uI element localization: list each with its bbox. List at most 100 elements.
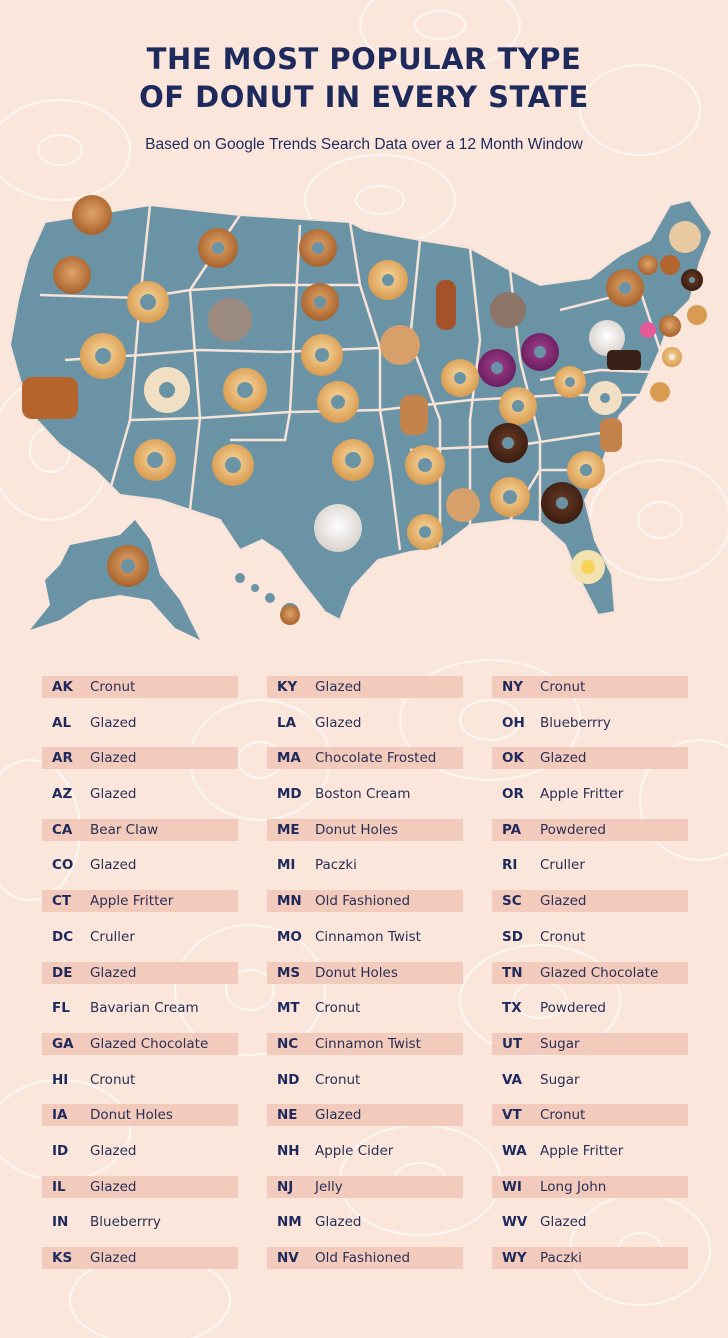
donut-type: Glazed	[540, 750, 587, 767]
state-code: AL	[52, 714, 72, 731]
donut-type: Glazed	[540, 1214, 587, 1231]
donut-type: Boston Cream	[315, 786, 411, 803]
legend-row-wa: WA Apple Fritter	[492, 1140, 688, 1162]
donut-type: Long John	[540, 1178, 607, 1195]
donut-ky-glazed	[499, 387, 537, 425]
legend-row-mo: MO Cinnamon Twist	[267, 926, 463, 948]
state-code: MI	[277, 857, 296, 874]
state-code: CT	[52, 893, 72, 910]
state-code: OR	[502, 786, 524, 803]
donut-type: Jelly	[315, 1178, 343, 1195]
state-code: SD	[502, 928, 523, 945]
donut-type: Cronut	[90, 679, 136, 695]
state-code: IL	[52, 1178, 66, 1195]
legend-row-co: CO Glazed	[42, 854, 238, 876]
donut-type: Powdered	[540, 821, 606, 838]
donut-mo-cinnamon-twist	[400, 395, 428, 435]
donut-type: Apple Fritter	[540, 786, 624, 803]
donut-in-blueberry	[478, 349, 516, 387]
legend-row-mt: MT Cronut	[267, 997, 463, 1019]
legend-row-nh: NH Apple Cider	[267, 1140, 463, 1162]
donut-id-glazed	[127, 281, 169, 323]
donut-type: Glazed	[90, 750, 137, 767]
donut-ks-glazed	[317, 381, 359, 423]
donut-ma-chocolate-frosted	[681, 269, 703, 291]
legend-row-id: ID Glazed	[42, 1140, 238, 1162]
donut-ak-cronut	[107, 545, 149, 587]
donut-fl-bavarian-cream	[571, 550, 605, 584]
legend-row-wi: WI Long John	[492, 1175, 688, 1198]
legend-row-nc: NC Cinnamon Twist	[267, 1032, 463, 1055]
legend-row-wv: WV Glazed	[492, 1211, 688, 1233]
donut-type: Cruller	[90, 928, 135, 945]
state-code: VA	[502, 1071, 522, 1088]
state-code: NM	[277, 1214, 302, 1231]
donut-type: Glazed	[90, 786, 137, 803]
state-code: OH	[502, 714, 525, 731]
donut-type: Cronut	[315, 1000, 361, 1017]
legend-row-ky: KY Glazed	[267, 676, 463, 698]
state-code: RI	[502, 857, 518, 874]
donut-type: Glazed	[90, 1178, 137, 1195]
donut-images	[22, 195, 707, 625]
donut-al-glazed	[490, 477, 530, 517]
donut-md-boston-cream	[607, 350, 641, 370]
subtitle: Based on Google Trends Search Data over …	[145, 136, 583, 153]
title-line-2: OF DONUT IN EVERY STATE	[139, 80, 589, 114]
legend-row-al: AL Glazed	[42, 712, 238, 734]
donut-tx-powdered	[314, 504, 362, 552]
donut-co-glazed	[223, 368, 267, 412]
state-code: UT	[502, 1035, 523, 1052]
state-code: MS	[277, 964, 301, 981]
donut-ct-apple-fritter	[659, 315, 681, 337]
state-code: TN	[502, 964, 523, 981]
donut-il-glazed	[441, 359, 479, 397]
donut-la-glazed	[407, 514, 443, 550]
donut-nv-old-fashioned	[80, 333, 126, 379]
legend-row-fl: FL Bavarian Cream	[42, 997, 238, 1019]
donut-nd-cronut	[299, 229, 337, 267]
donut-ok-glazed	[332, 439, 374, 481]
state-code: DE	[52, 964, 73, 981]
donut-type: Donut Holes	[90, 1107, 173, 1124]
donut-az-glazed	[134, 439, 176, 481]
donut-nm-glazed	[212, 444, 254, 486]
state-code: NH	[277, 1142, 300, 1159]
state-code: WA	[502, 1142, 527, 1159]
legend-row-de: DE Glazed	[42, 961, 238, 984]
donut-type: Glazed	[315, 679, 362, 695]
legend-row-il: IL Glazed	[42, 1175, 238, 1198]
legend-row-sc: SC Glazed	[492, 890, 688, 913]
donut-wi-long-john	[436, 280, 456, 330]
donut-type: Glazed	[90, 964, 137, 981]
state-code: CA	[52, 821, 73, 838]
donut-or-apple-fritter	[53, 256, 91, 294]
donut-ms-donut-holes	[446, 488, 480, 522]
state-code: OK	[502, 750, 524, 767]
legend-row-sd: SD Cronut	[492, 926, 688, 948]
donut-type: Bavarian Cream	[90, 1000, 199, 1017]
legend-row-nm: NM Glazed	[267, 1211, 463, 1233]
donut-wy-paczki	[208, 298, 252, 342]
donut-ne-glazed	[301, 334, 343, 376]
donut-type: Glazed	[315, 1214, 362, 1231]
donut-type: Chocolate Frosted	[315, 750, 437, 767]
donut-wv-glazed	[554, 366, 586, 398]
legend-row-md: MD Boston Cream	[267, 783, 463, 805]
donut-pa-powdered	[589, 320, 625, 356]
donut-dc-cruller	[650, 382, 670, 402]
us-map-illustration	[8, 195, 714, 640]
state-code: NJ	[277, 1178, 294, 1195]
donut-type: Blueberrry	[90, 1214, 161, 1231]
state-code: KY	[277, 679, 298, 695]
legend-row-wy: WY Paczki	[492, 1247, 688, 1269]
state-code: NY	[502, 679, 524, 695]
state-code: PA	[502, 821, 522, 838]
legend-row-ri: RI Cruller	[492, 854, 688, 876]
donut-ia-donut-holes	[380, 325, 420, 365]
donut-mt-cronut	[198, 228, 238, 268]
donut-type: Cronut	[540, 679, 586, 695]
legend-row-ks: KS Glazed	[42, 1247, 238, 1269]
state-code: ME	[277, 821, 300, 838]
donut-type: Glazed	[90, 714, 137, 731]
